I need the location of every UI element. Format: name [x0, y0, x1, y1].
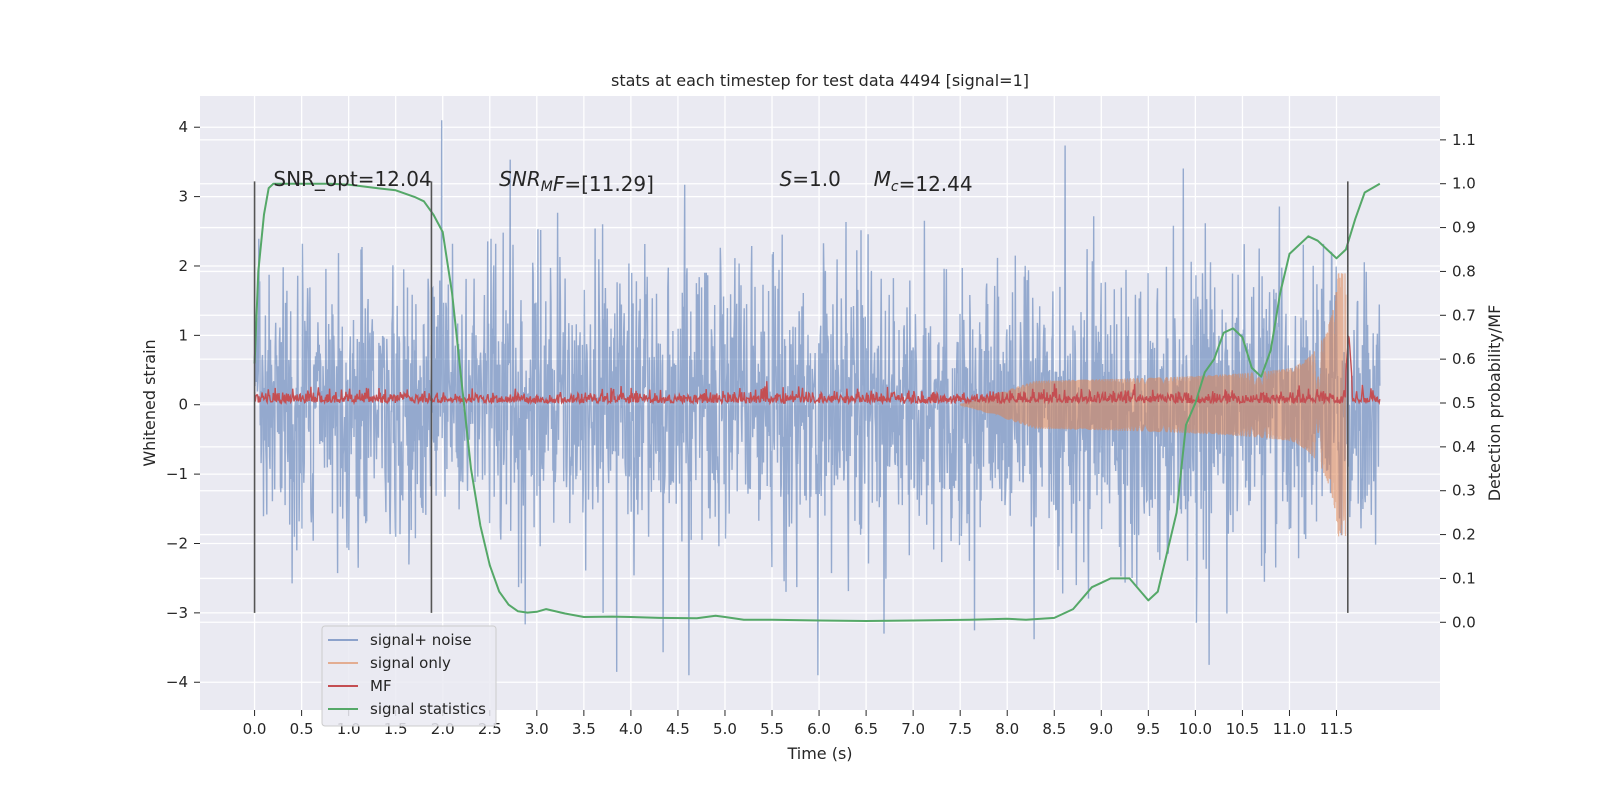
x-tick-label: 4.0 — [619, 720, 643, 738]
x-tick-label: 10.5 — [1226, 720, 1259, 738]
y-right-tick-label: 0.8 — [1452, 262, 1476, 280]
y-left-tick-label: 3 — [178, 188, 188, 206]
x-tick-label: 8.5 — [1042, 720, 1066, 738]
annotation-part: M — [874, 167, 891, 191]
x-tick-label: 6.0 — [807, 720, 831, 738]
annotation-part: M — [541, 179, 553, 195]
x-tick-label: 0.0 — [243, 720, 267, 738]
y-right-tick-label: 0.5 — [1452, 394, 1476, 412]
y-left-tick-label: 1 — [178, 326, 188, 344]
annotation-part: SNR — [499, 167, 541, 191]
y-left-axis-label: Whitened strain — [140, 339, 159, 466]
y-right-tick-label: 0.9 — [1452, 219, 1476, 237]
legend-label: signal only — [370, 654, 451, 672]
y-left-tick-label: 2 — [178, 257, 188, 275]
y-right-axis-label: Detection probability/MF — [1485, 305, 1504, 502]
y-right-tick-label: 0.0 — [1452, 613, 1476, 631]
x-tick-label: 5.5 — [760, 720, 784, 738]
legend-label: signal statistics — [370, 700, 486, 718]
x-tick-label: 7.5 — [948, 720, 972, 738]
annotation-part: =[11.29] — [564, 172, 654, 196]
x-tick-label: 9.0 — [1089, 720, 1113, 738]
y-right-tick-label: 1.1 — [1452, 131, 1476, 149]
series-signal-statistics-line — [253, 182, 1381, 622]
x-tick-label: 3.0 — [525, 720, 549, 738]
y-right-tick-label: 0.4 — [1452, 438, 1476, 456]
y-right-tick-label: 1.0 — [1452, 175, 1476, 193]
chart-title: stats at each timestep for test data 449… — [611, 71, 1029, 90]
y-right-tick-label: 0.1 — [1452, 569, 1476, 587]
x-tick-label: 11.0 — [1273, 720, 1306, 738]
legend-label: signal+ noise — [370, 631, 472, 649]
x-tick-label: 9.5 — [1136, 720, 1160, 738]
annotation-part: F — [553, 172, 565, 196]
x-axis-label: Time (s) — [786, 744, 852, 763]
legend-box — [321, 625, 497, 727]
annotation-part: S — [780, 167, 793, 191]
x-tick-label: 8.0 — [995, 720, 1019, 738]
y-left-tick-label: 4 — [178, 118, 188, 136]
x-tick-label: 11.5 — [1320, 720, 1353, 738]
annotation-part: c — [891, 179, 899, 195]
annotation-part: =12.44 — [899, 172, 973, 196]
y-left-tick-label: 0 — [178, 396, 188, 414]
x-tick-label: 0.5 — [290, 720, 314, 738]
x-tick-label: 3.5 — [572, 720, 596, 738]
annotation-3: Mc=12.44 — [874, 167, 973, 196]
y-right-tick-label: 0.7 — [1452, 306, 1476, 324]
annotation-part: =1.0 — [792, 167, 841, 191]
y-right-tick-label: 0.2 — [1452, 526, 1476, 544]
series-mf-line — [253, 335, 1381, 406]
x-tick-label: 5.0 — [713, 720, 737, 738]
x-tick-label: 4.5 — [666, 720, 690, 738]
x-tick-label: 6.5 — [854, 720, 878, 738]
annotation-2: S=1.0 — [780, 167, 841, 191]
y-left-tick-label: −2 — [166, 534, 188, 552]
y-right-tick-label: 0.6 — [1452, 350, 1476, 368]
y-left-tick-label: −1 — [166, 465, 188, 483]
legend-label: MF — [370, 677, 392, 695]
series-signal-noise-line — [253, 120, 1381, 676]
y-left-tick-label: −4 — [166, 673, 188, 691]
x-tick-label: 10.0 — [1179, 720, 1212, 738]
y-right-tick-label: 0.3 — [1452, 482, 1476, 500]
annotation-1: SNRMF=[11.29] — [499, 167, 654, 196]
annotation-0: SNR_opt=12.04 — [273, 167, 431, 191]
y-left-tick-label: −3 — [166, 604, 188, 622]
x-tick-label: 7.0 — [901, 720, 925, 738]
